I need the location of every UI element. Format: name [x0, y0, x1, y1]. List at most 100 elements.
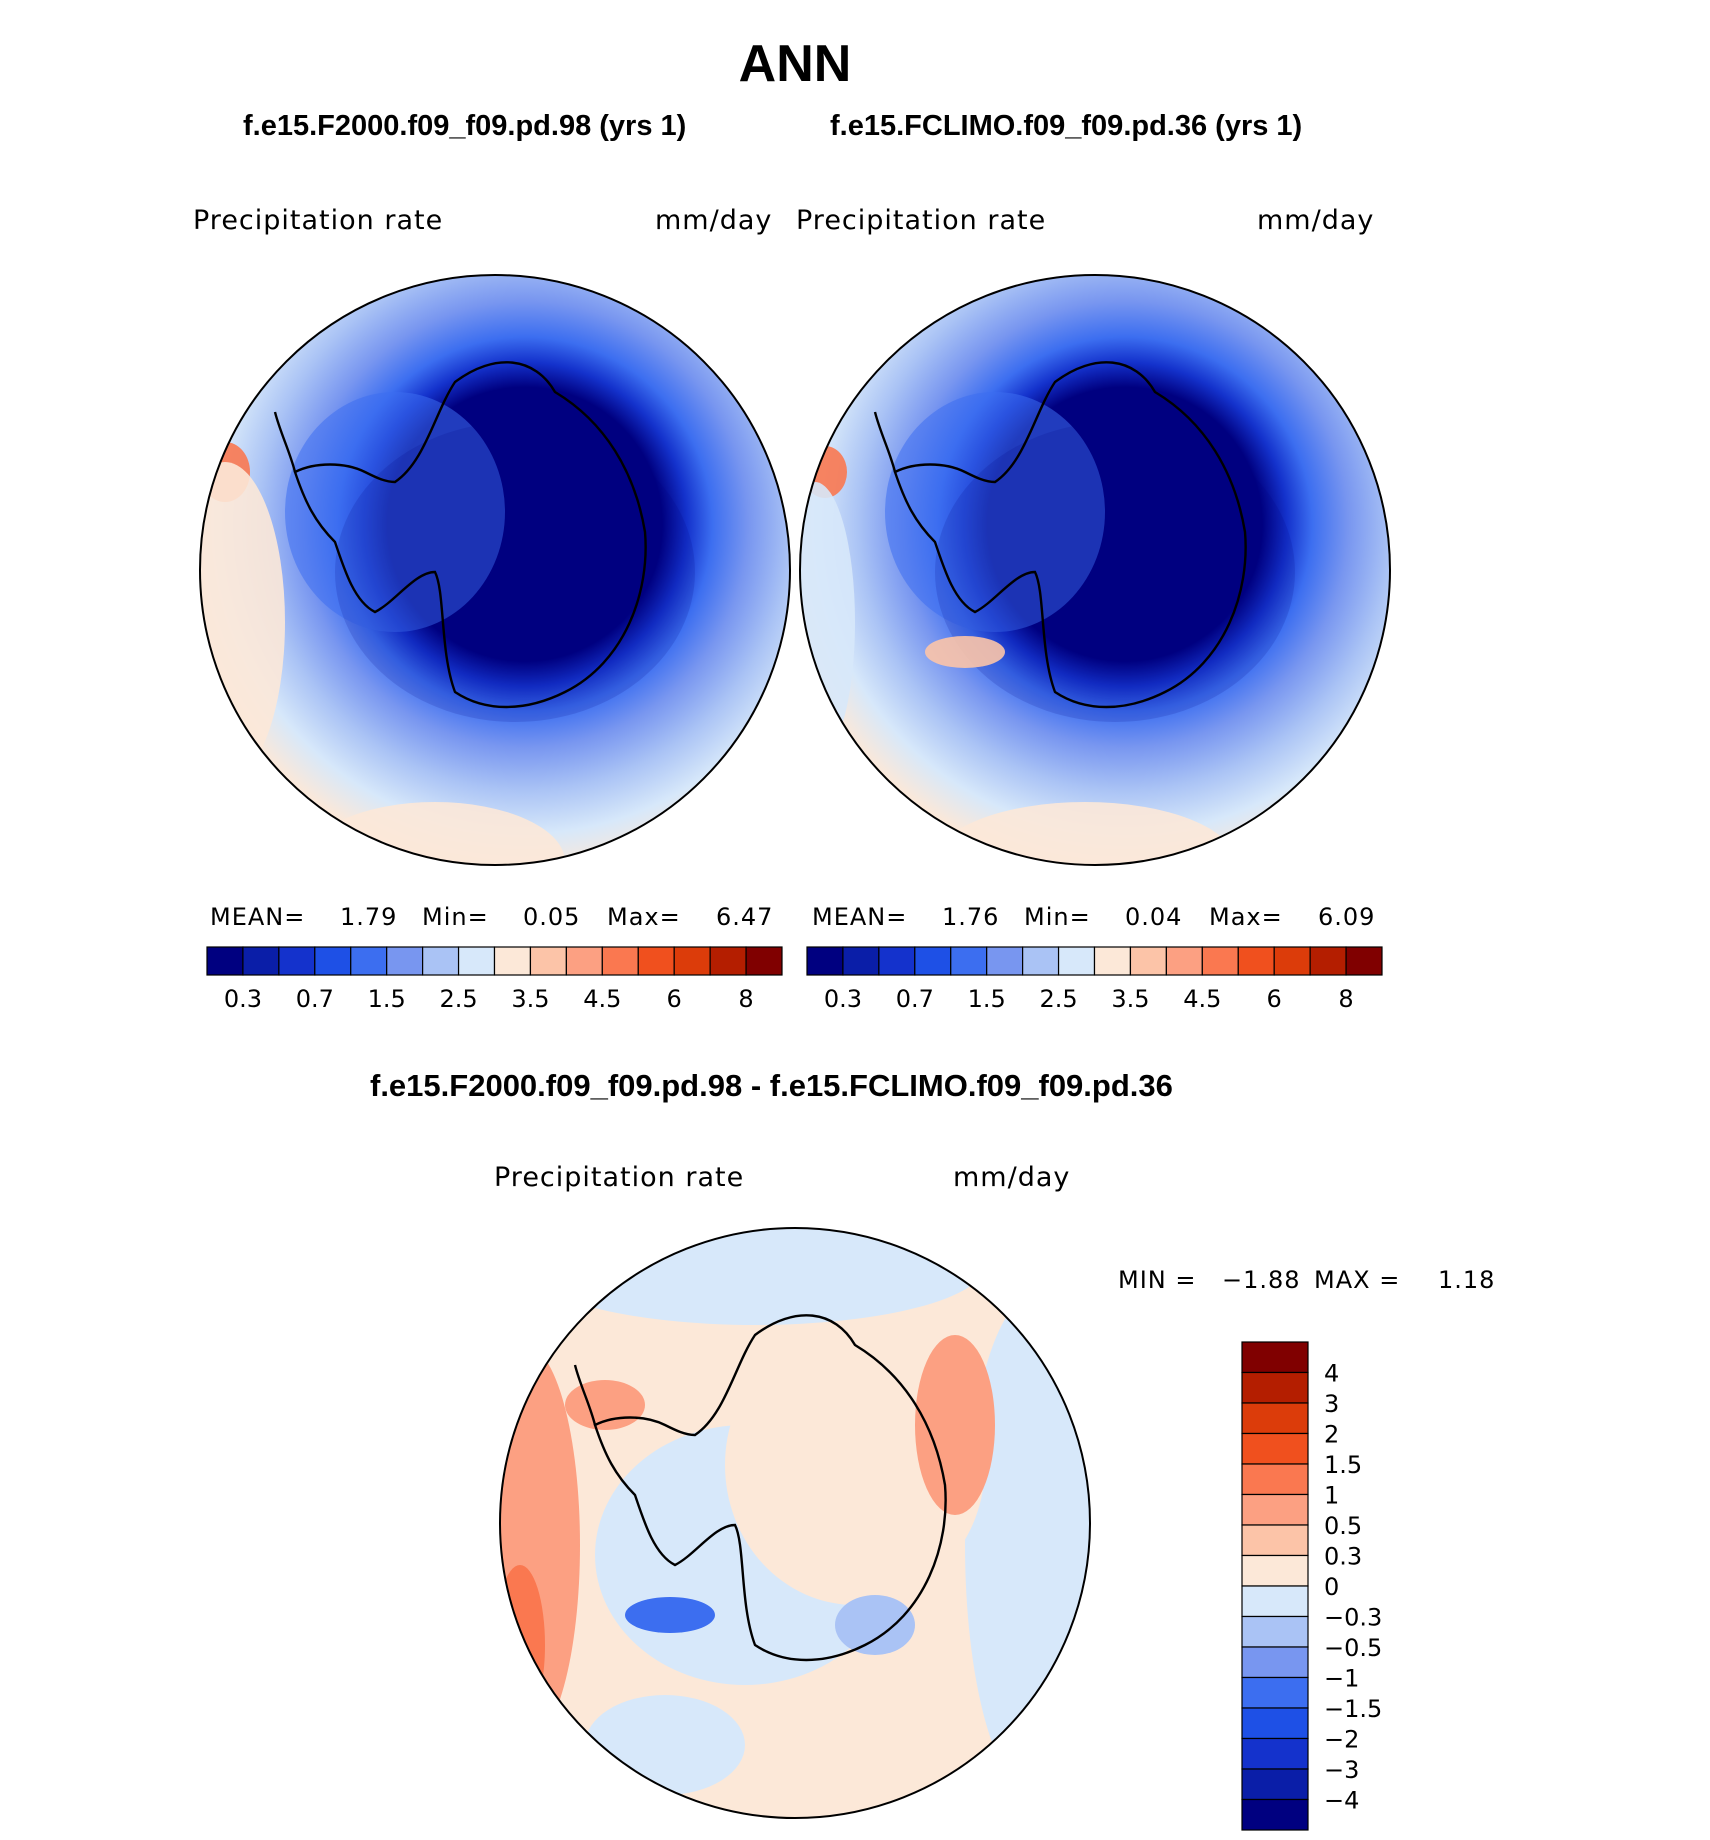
panel2-colorbar-tick-label: 2.5: [1039, 985, 1077, 1013]
panel1-colorbar-swatch: [493, 946, 532, 976]
panel2-min-label: Min=: [1024, 903, 1091, 931]
panel2-colorbar-tick-label: 8: [1338, 985, 1353, 1013]
diff-polar-map: [499, 1227, 1091, 1819]
panel1-colorbar-tick-label: 0.3: [224, 985, 262, 1013]
panel1-colorbar-tick-label: 6: [667, 985, 682, 1013]
diff-colorbar-swatch: [1241, 1554, 1309, 1587]
panel2-colorbar-swatch: [878, 946, 916, 976]
panel1-colorbar-tick-label: 3.5: [511, 985, 549, 1013]
panel2-colorbar-tick-label: 0.7: [896, 985, 934, 1013]
panel1-colorbar-swatch: [601, 946, 639, 976]
panel1-max-label: Max=: [607, 903, 681, 931]
panel2-colorbar-swatch: [914, 946, 952, 976]
panel2-colorbar-swatch: [1237, 946, 1275, 976]
panel2-colorbar-swatch: [1273, 946, 1311, 976]
diff-colorbar-label: 3: [1324, 1390, 1339, 1418]
diff-colorbar-label: 0: [1324, 1573, 1339, 1601]
panel1-max-value: 6.47: [716, 903, 774, 931]
diff-colorbar-swatch: [1241, 1768, 1309, 1801]
panel1-colorbar-tick-label: 8: [738, 985, 753, 1013]
panel2-colorbar-swatch: [1309, 946, 1347, 976]
panel2-colorbar-tick-label: 4.5: [1183, 985, 1221, 1013]
diff-colorbar-label: −3: [1324, 1756, 1359, 1784]
panel2-max-value: 6.09: [1318, 903, 1376, 931]
panel2-colorbar-swatch: [986, 946, 1024, 976]
peninsula-blue-zone: [285, 392, 505, 632]
panel1-mean-value: 1.79: [340, 903, 398, 931]
panel2-mean-value: 1.76: [942, 903, 1000, 931]
panel1-colorbar-tick-label: 1.5: [368, 985, 406, 1013]
diff-colorbar-swatch: [1241, 1524, 1309, 1557]
diff-colorbar-swatch: [1241, 1585, 1309, 1618]
panel1-colorbar-swatch: [529, 946, 567, 976]
panel2-colorbar-swatch: [806, 946, 844, 976]
diff-colorbar-swatch: [1241, 1432, 1309, 1465]
panel1-colorbar: 0.3 0.7 1.5 2.5 3.5 4.5 6 8: [206, 946, 783, 1013]
panel1-colorbar-swatch: [314, 946, 352, 976]
panel2-mean-label: MEAN=: [812, 903, 908, 931]
diff-colorbar-swatch: [1241, 1493, 1309, 1526]
panel2-polar-map: [799, 274, 1391, 866]
panel2-colorbar-swatch: [1201, 946, 1239, 976]
diff-colorbar-label: 0.5: [1324, 1512, 1362, 1540]
panel1-colorbar-swatch: [673, 946, 711, 976]
antarctica-coastline: [293, 361, 647, 709]
diff-colorbar-label: 4: [1324, 1360, 1339, 1388]
diff-max-value: 1.18: [1438, 1266, 1496, 1294]
panel1-min-label: Min=: [422, 903, 489, 931]
panel1-colorbar-swatch: [709, 946, 747, 976]
diff-colorbar-swatch: [1241, 1737, 1309, 1770]
panel1-polar-map: [199, 274, 791, 866]
panel1-colorbar-tick-label: 0.7: [296, 985, 334, 1013]
panel1-mean-label: MEAN=: [210, 903, 306, 931]
diff-colorbar-label: 1: [1324, 1482, 1339, 1510]
panel2-colorbar-swatch: [1129, 946, 1167, 976]
diff-colorbar-swatch: [1241, 1615, 1309, 1648]
panel2-colorbar-swatch: [950, 946, 988, 976]
diff-colorbar-label: −0.5: [1324, 1634, 1382, 1662]
diff-colorbar-swatch: [1241, 1798, 1309, 1831]
panel1-colorbar-swatch: [386, 946, 424, 976]
diff-min-label: MIN =: [1118, 1266, 1197, 1294]
panel1-variable-label: Precipitation rate: [193, 205, 444, 236]
diff-colorbar-swatch: [1241, 1676, 1309, 1709]
panel2-colorbar-swatch: [1057, 946, 1096, 976]
panel1-colorbar-swatch: [422, 946, 460, 976]
panel2-colorbar-tick-label: 1.5: [968, 985, 1006, 1013]
panel1-case-title: f.e15.F2000.f09_f09.pd.98 (yrs 1): [243, 110, 687, 142]
panel1-min-value: 0.05: [523, 903, 581, 931]
diff-colorbar-label: −0.3: [1324, 1604, 1382, 1632]
diff-colorbar-swatch: [1241, 1707, 1309, 1740]
panel2-units-label: mm/day: [1257, 205, 1375, 236]
diff-colorbar-label: −2: [1324, 1726, 1359, 1754]
panel1-colorbar-swatch: [745, 946, 783, 976]
diff-colorbar-swatch: [1241, 1402, 1309, 1435]
diff-colorbar-label: 2: [1324, 1421, 1339, 1449]
panel1-colorbar-swatch: [457, 946, 496, 976]
panel2-colorbar-swatch: [1022, 946, 1060, 976]
panel1-colorbar-swatch: [637, 946, 675, 976]
diff-title: f.e15.F2000.f09_f09.pd.98 - f.e15.FCLIMO…: [370, 1068, 1173, 1103]
diff-colorbar-swatch: [1241, 1646, 1309, 1679]
panel1-colorbar-swatch: [242, 946, 280, 976]
panel2-min-value: 0.04: [1125, 903, 1183, 931]
panel1-colorbar-swatch: [565, 946, 603, 976]
diff-colorbar-label: −4: [1324, 1787, 1359, 1815]
panel2-case-title: f.e15.FCLIMO.f09_f09.pd.36 (yrs 1): [830, 110, 1303, 142]
panel2-colorbar: 0.3 0.7 1.5 2.5 3.5 4.5 6 8: [806, 946, 1383, 1013]
diff-units-label: mm/day: [953, 1162, 1071, 1193]
diff-colorbar-label: 0.3: [1324, 1543, 1362, 1571]
diff-colorbar-label: −1: [1324, 1665, 1359, 1693]
diff-colorbar-swatch: [1241, 1371, 1309, 1404]
diff-variable-label: Precipitation rate: [494, 1162, 745, 1193]
diff-colorbar-swatch: [1241, 1341, 1309, 1374]
panel2-variable-label: Precipitation rate: [796, 205, 1047, 236]
panel1-units-label: mm/day: [655, 205, 773, 236]
page-title: ANN: [738, 35, 852, 93]
panel2-colorbar-swatch: [1165, 946, 1203, 976]
panel2-colorbar-swatch: [1345, 946, 1383, 976]
diff-colorbar-label: 1.5: [1324, 1451, 1362, 1479]
diff-max-label: MAX =: [1314, 1266, 1401, 1294]
panel1-colorbar-swatch: [206, 946, 244, 976]
panel2-colorbar-tick-label: 3.5: [1111, 985, 1149, 1013]
